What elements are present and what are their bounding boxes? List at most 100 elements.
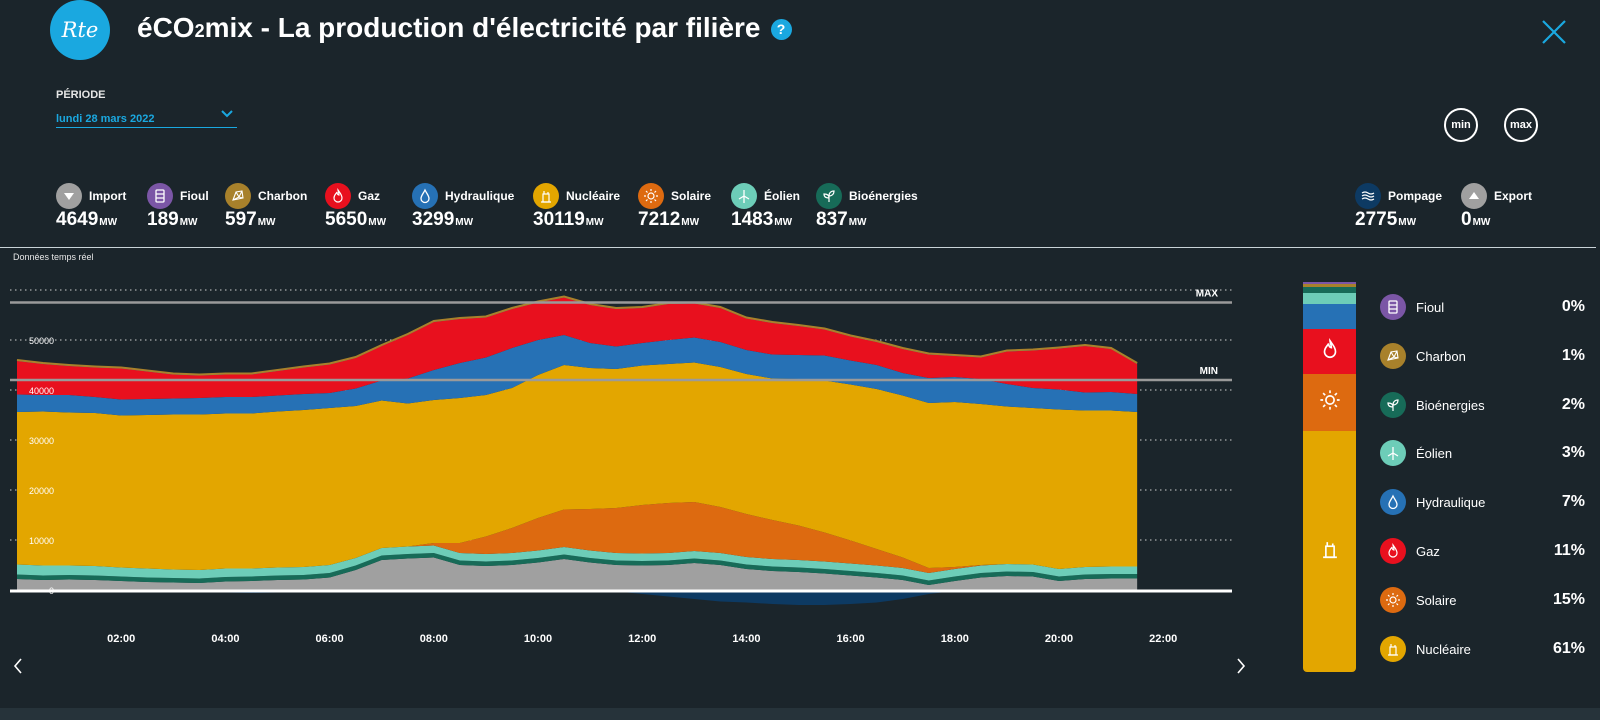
share-percent: 0%: [1561, 298, 1585, 315]
x-tick-label: 18:00: [941, 633, 969, 645]
eolien-icon: [1380, 440, 1406, 466]
legend-label: Gaz: [358, 189, 381, 203]
share-row-hydraulique[interactable]: Hydraulique 7%: [1380, 489, 1585, 515]
share-label: Éolien: [1416, 445, 1453, 461]
hydraulique-drop-icon: [412, 183, 438, 209]
share-row-solaire[interactable]: Solaire 15%: [1380, 587, 1585, 613]
legend-item-charbon[interactable]: Charbon 597MW: [225, 183, 307, 231]
help-icon[interactable]: ?: [770, 18, 792, 40]
period-value: lundi 28 mars 2022: [56, 113, 155, 125]
share-label: Charbon: [1416, 348, 1466, 364]
x-tick-label: 16:00: [837, 633, 865, 645]
share-label: Solaire: [1416, 592, 1457, 608]
legend-label: Pompage: [1388, 189, 1443, 203]
rte-logo[interactable]: Rte: [50, 0, 110, 60]
area-bioénergies[interactable]: [17, 553, 1138, 585]
bar-segment-gaz[interactable]: [1303, 329, 1356, 375]
legend-item-bioenergies[interactable]: Bioénergies 837MW: [816, 183, 918, 231]
solaire-icon: [1380, 587, 1406, 613]
max-line-label: MAX: [1196, 289, 1219, 300]
legend-value: 0MW: [1461, 209, 1491, 230]
bar-segment-fioul[interactable]: [1303, 282, 1356, 284]
y-tick-label: 30000: [29, 436, 54, 446]
legend-item-pompage[interactable]: Pompage 2775MW: [1355, 183, 1442, 231]
share-row-gaz[interactable]: Gaz 11%: [1380, 538, 1585, 564]
share-row-nucleaire[interactable]: Nucléaire 61%: [1380, 636, 1585, 662]
bar-segment-hydraulique[interactable]: [1303, 303, 1356, 330]
legend-item-export[interactable]: Export 0MW: [1461, 183, 1532, 231]
share-row-bioenergies[interactable]: Bioénergies 2%: [1380, 392, 1585, 418]
period-select[interactable]: lundi 28 mars 2022: [56, 109, 237, 128]
legend-item-import[interactable]: Import 4649MW: [56, 183, 126, 231]
chevron-left-icon[interactable]: [13, 658, 22, 674]
min-button[interactable]: min: [1444, 108, 1478, 142]
fioul-icon: [1380, 294, 1406, 320]
legend-label: Bioénergies: [849, 189, 918, 203]
flame-icon: [1319, 338, 1341, 365]
legend-value: 3299MW: [412, 209, 474, 230]
y-tick-label: 20000: [29, 486, 54, 496]
bioenergies-leaf-icon: [816, 183, 842, 209]
nucleaire-icon: [1380, 636, 1406, 662]
share-percent: 15%: [1552, 591, 1585, 608]
legend-item-nucleaire[interactable]: Nucléaire 30119MW: [533, 183, 620, 231]
bar-segment-solaire[interactable]: [1303, 374, 1356, 432]
gaz-flame-icon: [325, 183, 351, 209]
bioenergies-icon: [1380, 392, 1406, 418]
area-pompage[interactable]: [17, 590, 1138, 605]
share-label: Bioénergies: [1416, 397, 1485, 413]
legend-label: Éolien: [764, 189, 801, 203]
y-tick-label: 10000: [29, 536, 54, 546]
plant-icon: [1319, 538, 1341, 565]
bar-segment-éolien[interactable]: [1303, 293, 1356, 304]
period-label: PÉRIODE: [56, 89, 106, 101]
area-éolien[interactable]: [17, 545, 1138, 581]
share-percent: 3%: [1561, 444, 1585, 461]
area-gaz[interactable]: [17, 297, 1138, 400]
area-hydraulique[interactable]: [17, 335, 1138, 416]
chevron-down-icon: [221, 110, 233, 118]
pompage-waves-icon: [1355, 183, 1381, 209]
area-solaire[interactable]: [17, 502, 1138, 573]
share-row-eolien[interactable]: Éolien 3%: [1380, 440, 1585, 466]
legend-value: 597MW: [225, 209, 276, 230]
realtime-label: Données temps réel: [13, 252, 94, 262]
share-percent: 61%: [1552, 640, 1585, 657]
bar-segment-bioénergies[interactable]: [1303, 287, 1356, 294]
x-tick-label: 02:00: [107, 633, 135, 645]
production-area-chart[interactable]: 0 10000 20000 30000 40000 50000 MAX MIN 02:00 04:…: [0, 272, 1260, 692]
bar-segment-nucléaire[interactable]: [1303, 431, 1356, 672]
share-label: Fioul: [1416, 299, 1445, 315]
legend-label: Charbon: [258, 189, 308, 203]
min-line-label: MIN: [1200, 366, 1218, 377]
area-nucléaire[interactable]: [17, 362, 1138, 571]
share-percent: 2%: [1561, 396, 1585, 413]
bar-segment-charbon[interactable]: [1303, 283, 1356, 288]
max-button[interactable]: max: [1504, 108, 1538, 142]
legend-item-eolien[interactable]: Éolien 1483MW: [731, 183, 800, 231]
legend-value: 837MW: [816, 209, 867, 230]
fioul-barrel-icon: [147, 183, 173, 209]
share-row-fioul[interactable]: Fioul 0%: [1380, 294, 1585, 320]
close-icon[interactable]: [1540, 18, 1568, 46]
eolien-turbine-icon: [731, 183, 757, 209]
x-tick-label: 06:00: [316, 633, 344, 645]
x-tick-label: 22:00: [1149, 633, 1177, 645]
legend-value: 7212MW: [638, 209, 700, 230]
legend-item-hydraulique[interactable]: Hydraulique 3299MW: [412, 183, 514, 231]
charbon-coal-icon: [225, 183, 251, 209]
legend-label: Export: [1494, 189, 1533, 203]
legend-item-solaire[interactable]: Solaire 7212MW: [638, 183, 711, 231]
import-arrow-icon: [56, 183, 82, 209]
legend-item-gaz[interactable]: Gaz 5650MW: [325, 183, 386, 231]
legend-item-fioul[interactable]: Fioul 189MW: [147, 183, 209, 231]
export-arrow-icon: [1461, 183, 1487, 209]
area-import[interactable]: [17, 557, 1138, 591]
legend-value: 4649MW: [56, 209, 118, 230]
x-tick-label: 08:00: [420, 633, 448, 645]
x-tick-label: 10:00: [524, 633, 552, 645]
legend-label: Fioul: [180, 189, 209, 203]
chevron-right-icon[interactable]: [1237, 658, 1246, 674]
share-row-charbon[interactable]: Charbon 1%: [1380, 343, 1585, 369]
legend-value: 30119MW: [533, 209, 604, 230]
